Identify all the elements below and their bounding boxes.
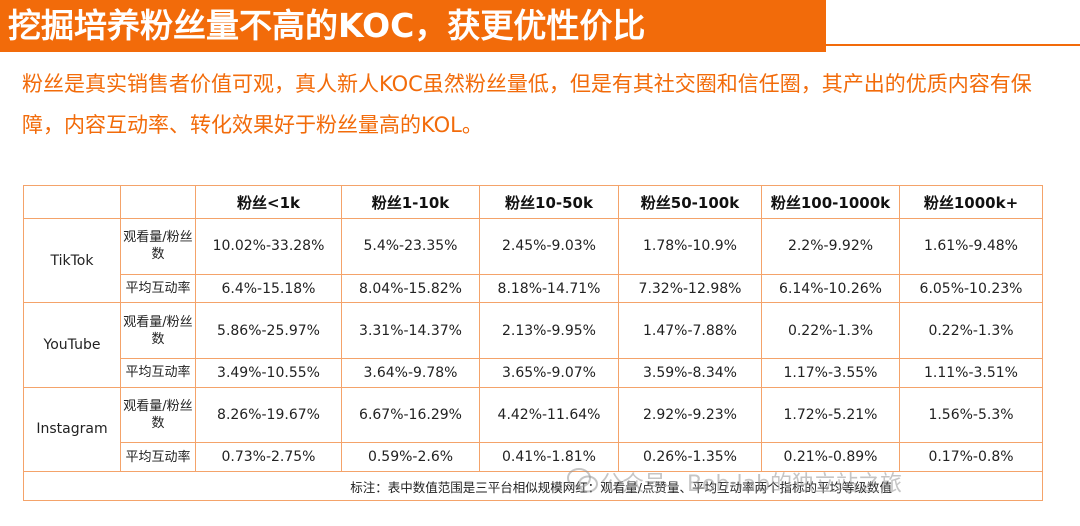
value-cell: 3.31%-14.37% <box>341 302 480 360</box>
header-cell: 粉丝<1k <box>195 185 342 219</box>
header-empty-metric <box>120 185 196 219</box>
watermark-text: 公众号 · Bob·lab的独立站之旅 <box>600 472 903 497</box>
value-cell: 1.11%-3.51% <box>899 358 1043 388</box>
value-cell: 6.14%-10.26% <box>761 273 900 304</box>
intro-paragraph: 粉丝是真实销售者价值可观，真人新人KOC虽然粉丝量低，但是有其社交圈和信任圈，其… <box>22 72 1032 137</box>
value-cell: 3.65%-9.07% <box>479 358 619 388</box>
header-cell: 粉丝10-50k <box>479 185 619 219</box>
value-cell: 2.45%-9.03% <box>479 218 619 275</box>
page-title: 挖掘培养粉丝量不高的KOC，获更优性价比 <box>8 6 646 45</box>
value-cell: 8.26%-19.67% <box>195 386 342 444</box>
value-cell: 0.26%-1.35% <box>618 442 762 472</box>
table-row: YouTube 观看量/粉丝数 5.86%-25.97% 3.31%-14.37… <box>23 302 1043 388</box>
metric-cell: 观看量/粉丝数 <box>120 386 196 444</box>
value-cell: 4.42%-11.64% <box>479 386 619 444</box>
value-cell: 0.59%-2.6% <box>341 442 480 472</box>
metric-cell: 观看量/粉丝数 <box>120 302 196 360</box>
platform-cell: TikTok <box>23 217 121 304</box>
value-cell: 2.92%-9.23% <box>618 386 762 444</box>
value-cell: 2.2%-9.92% <box>761 218 900 275</box>
value-cell: 1.61%-9.48% <box>899 218 1043 275</box>
table-row: TikTok 观看量/粉丝数 10.02%-33.28% 5.4%-23.35%… <box>23 217 1043 304</box>
value-cell: 0.22%-1.3% <box>899 302 1043 360</box>
metric-cell: 平均互动率 <box>120 358 196 388</box>
table-row: 平均互动率 3.49%-10.55% 3.64%-9.78% 3.65%-9.0… <box>24 358 1043 388</box>
table-row: Instagram 观看量/粉丝数 8.26%-19.67% 6.67%-16.… <box>23 386 1043 473</box>
value-cell: 1.78%-10.9% <box>618 218 762 275</box>
value-cell: 0.22%-1.3% <box>761 302 900 360</box>
header-empty-platform <box>23 185 121 219</box>
value-cell: 5.4%-23.35% <box>341 218 480 275</box>
value-cell: 3.64%-9.78% <box>341 358 480 388</box>
value-cell: 3.49%-10.55% <box>195 358 342 388</box>
value-cell: 6.05%-10.23% <box>899 273 1043 304</box>
value-cell: 1.72%-5.21% <box>761 386 900 444</box>
platform-cell: Instagram <box>23 386 121 473</box>
table-row: 平均互动率 0.73%-2.75% 0.59%-2.6% 0.41%-1.81%… <box>24 442 1043 472</box>
header-cell: 粉丝100-1000k <box>761 185 900 219</box>
value-cell: 5.86%-25.97% <box>195 302 342 360</box>
value-cell: 6.67%-16.29% <box>341 386 480 444</box>
table-row: 平均互动率 6.4%-15.18% 8.04%-15.82% 8.18%-14.… <box>24 273 1043 304</box>
value-cell: 10.02%-33.28% <box>195 218 342 275</box>
header-row: 粉丝<1k 粉丝1-10k 粉丝10-50k 粉丝50-100k 粉丝100-1… <box>23 185 1043 219</box>
value-cell: 6.4%-15.18% <box>195 273 342 304</box>
value-cell: 8.18%-14.71% <box>479 273 619 304</box>
header-cell: 粉丝1-10k <box>341 185 480 219</box>
value-cell: 8.04%-15.82% <box>341 273 480 304</box>
comparison-table: 粉丝<1k 粉丝1-10k 粉丝10-50k 粉丝50-100k 粉丝100-1… <box>23 185 1043 501</box>
value-cell: 0.17%-0.8% <box>899 442 1043 472</box>
title-rule <box>826 44 1080 46</box>
title-background <box>0 0 826 52</box>
value-cell: 1.17%-3.55% <box>761 358 900 388</box>
title-bar: 挖掘培养粉丝量不高的KOC，获更优性价比 <box>0 0 1080 52</box>
metric-cell: 观看量/粉丝数 <box>120 218 196 275</box>
note-row: 标注：表中数值范围是三平台相似规模网红：观看量/点赞量、平均互动率两个指标的平均… <box>23 471 1043 501</box>
table-note: 标注：表中数值范围是三平台相似规模网红：观看量/点赞量、平均互动率两个指标的平均… <box>23 471 1043 501</box>
metric-cell: 平均互动率 <box>120 442 196 472</box>
value-cell: 3.59%-8.34% <box>618 358 762 388</box>
value-cell: 7.32%-12.98% <box>618 273 762 304</box>
value-cell: 1.47%-7.88% <box>618 302 762 360</box>
header-cell: 粉丝50-100k <box>618 185 762 219</box>
value-cell: 1.56%-5.3% <box>899 386 1043 444</box>
value-cell: 2.13%-9.95% <box>479 302 619 360</box>
value-cell: 0.73%-2.75% <box>195 442 342 472</box>
platform-cell: YouTube <box>23 302 121 388</box>
wechat-icon <box>567 468 598 493</box>
value-cell: 0.21%-0.89% <box>761 442 900 472</box>
header-cell: 粉丝1000k+ <box>899 185 1043 219</box>
metric-cell: 平均互动率 <box>120 273 196 304</box>
